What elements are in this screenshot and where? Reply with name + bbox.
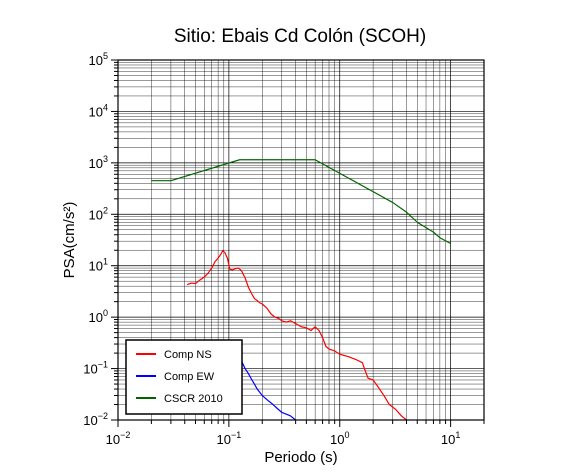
y-axis-ticks: 10−2 10−1 100 101 102 103 104 105 — [83, 51, 118, 428]
legend: Comp NS Comp EW CSCR 2010 — [125, 339, 243, 415]
y-tick-label: 10−2 — [83, 411, 108, 428]
y-tick-label: 100 — [89, 308, 108, 325]
y-tick-label: 105 — [89, 51, 108, 68]
x-tick-label: 10−1 — [217, 430, 242, 447]
x-tick-label: 10−2 — [106, 430, 131, 447]
y-tick-label: 10−1 — [83, 360, 108, 377]
x-tick-label: 100 — [330, 430, 349, 447]
y-tick-label: 101 — [89, 257, 108, 274]
series-line-comp-ns — [186, 250, 407, 420]
x-axis-ticks: 10−2 10−1 100 101 — [106, 420, 485, 447]
x-axis-label: Periodo (s) — [264, 449, 337, 466]
chart-title: Sitio: Ebais Cd Colón (SCOH) — [174, 26, 426, 47]
legend-label-comp-ew: Comp EW — [164, 371, 215, 383]
grid — [117, 59, 485, 421]
series-line-cscr-2010 — [151, 159, 451, 245]
y-tick-label: 102 — [89, 205, 108, 222]
y-tick-label: 103 — [89, 154, 108, 171]
y-tick-label: 104 — [89, 102, 108, 119]
legend-label-comp-ns: Comp NS — [164, 349, 212, 361]
legend-label-cscr-2010: CSCR 2010 — [164, 393, 223, 405]
x-tick-label: 101 — [441, 430, 460, 447]
y-axis-label: PSA(cm/s²) — [61, 202, 78, 279]
plot-frame — [117, 59, 485, 421]
